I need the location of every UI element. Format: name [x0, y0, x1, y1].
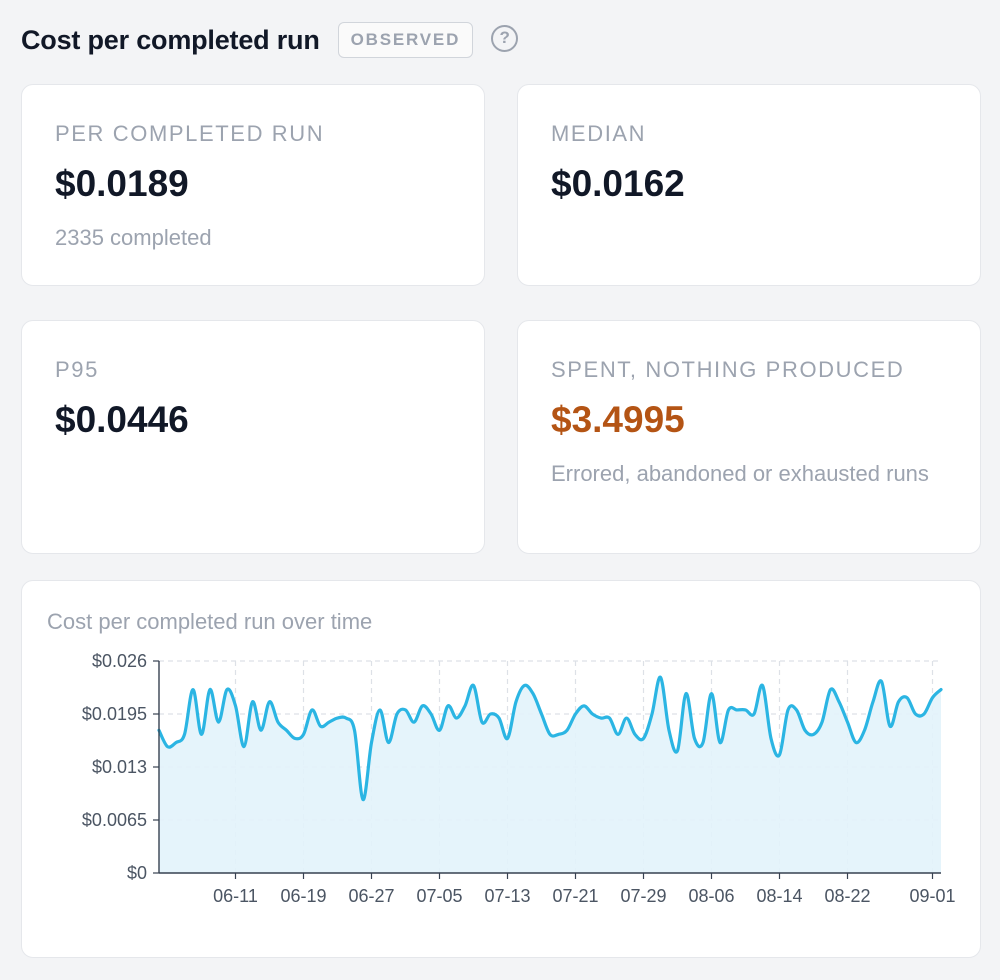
- p95-label: P95: [55, 357, 99, 382]
- observed-badge: OBSERVED: [337, 22, 474, 58]
- x-tick-label: 06-11: [213, 886, 258, 906]
- y-tick-label: $0: [127, 863, 147, 883]
- completed-count: 2335 completed: [55, 225, 212, 250]
- x-tick-label: 08-06: [688, 886, 734, 906]
- per-completed-run-label: PER COMPLETED RUN: [55, 121, 325, 146]
- chart-title: Cost per completed run over time: [47, 609, 373, 634]
- p95-value: $0.0446: [55, 399, 189, 440]
- series-area: [159, 677, 941, 873]
- y-tick-label: $0.013: [92, 757, 147, 777]
- y-tick-label: $0.026: [92, 651, 147, 671]
- y-tick-label: $0.0065: [82, 810, 147, 830]
- x-tick-label: 07-29: [620, 886, 666, 906]
- median-card: MEDIAN $0.0162: [517, 84, 981, 286]
- section-header: Cost per completed run OBSERVED ?: [21, 18, 519, 62]
- series-line: [157, 675, 943, 802]
- y-tick-label: $0.0195: [82, 704, 147, 724]
- p95-card: P95 $0.0446: [21, 320, 485, 554]
- section-title: Cost per completed run: [21, 24, 320, 55]
- x-tick-label: 06-27: [348, 886, 394, 906]
- x-tick-label: 06-19: [280, 886, 326, 906]
- cost-over-time-chart: $0 $0.0065 $0.013 $0.0195 $0.026 06-11 06-19 06…: [82, 651, 956, 906]
- spent-nothing-produced-label: SPENT, NOTHING PRODUCED: [551, 357, 905, 382]
- x-tick-label: 08-14: [756, 886, 802, 906]
- x-tick-label: 09-01: [909, 886, 955, 906]
- cost-over-time-chart-card: Cost per completed run over time $0 $0.00…: [21, 580, 981, 958]
- x-tick-label: 07-21: [552, 886, 598, 906]
- x-tick-label: 07-13: [484, 886, 530, 906]
- x-tick-label: 07-05: [416, 886, 462, 906]
- per-completed-run-card: PER COMPLETED RUN $0.0189 2335 completed: [21, 84, 485, 286]
- spent-nothing-produced-card: SPENT, NOTHING PRODUCED $3.4995 Errored,…: [517, 320, 981, 554]
- spent-nothing-produced-description: Errored, abandoned or exhausted runs: [551, 461, 929, 486]
- median-label: MEDIAN: [551, 121, 647, 146]
- x-tick-label: 08-22: [824, 886, 870, 906]
- spent-nothing-produced-value: $3.4995: [551, 399, 685, 440]
- question-circle-icon[interactable]: ?: [491, 24, 519, 52]
- median-value: $0.0162: [551, 163, 685, 204]
- per-completed-run-value: $0.0189: [55, 163, 189, 204]
